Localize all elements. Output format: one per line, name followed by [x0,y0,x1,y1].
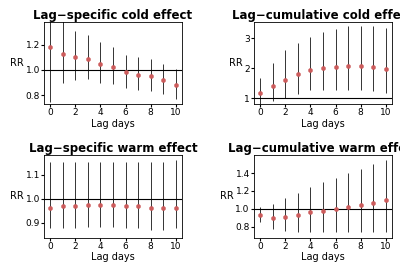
Point [110,65,116,70]
Point [257,213,263,217]
Point [282,78,288,82]
Point [60,204,66,208]
Point [358,64,364,68]
Point [47,206,54,211]
Point [370,65,376,69]
Point [345,64,351,68]
Point [97,61,104,66]
Point [270,84,276,88]
Point [307,67,314,72]
Point [72,55,78,60]
Point [135,73,141,77]
Point [270,216,276,220]
X-axis label: Lag days: Lag days [91,119,135,129]
Point [173,83,179,87]
Point [382,67,389,71]
Point [122,204,129,208]
Point [370,200,376,205]
Point [345,205,351,209]
Y-axis label: RR: RR [229,58,242,68]
Y-axis label: RR: RR [10,191,24,201]
Point [85,57,91,61]
Point [332,64,339,69]
Point [60,51,66,56]
Point [307,210,314,215]
Point [295,213,301,217]
Point [148,206,154,211]
Title: Lag−specific cold effect: Lag−specific cold effect [34,9,193,22]
Point [295,72,301,76]
Point [282,215,288,219]
Point [110,203,116,207]
Y-axis label: RR: RR [10,58,24,68]
X-axis label: Lag days: Lag days [91,252,135,262]
Point [148,74,154,78]
Point [85,203,91,207]
Title: Lag−specific warm effect: Lag−specific warm effect [29,142,197,155]
Point [160,206,166,211]
Point [122,70,129,75]
Y-axis label: RR: RR [220,191,234,201]
Title: Lag−cumulative warm effect: Lag−cumulative warm effect [228,142,400,155]
Point [135,204,141,208]
X-axis label: Lag days: Lag days [301,119,345,129]
Point [320,66,326,70]
Point [97,203,104,207]
Point [257,91,263,95]
Point [320,209,326,213]
Point [160,78,166,82]
Point [358,203,364,207]
Point [382,198,389,202]
Point [173,206,179,211]
Point [47,45,54,49]
Point [72,204,78,208]
Point [332,207,339,211]
Title: Lag−cumulative cold effect: Lag−cumulative cold effect [232,9,400,22]
X-axis label: Lag days: Lag days [301,252,345,262]
